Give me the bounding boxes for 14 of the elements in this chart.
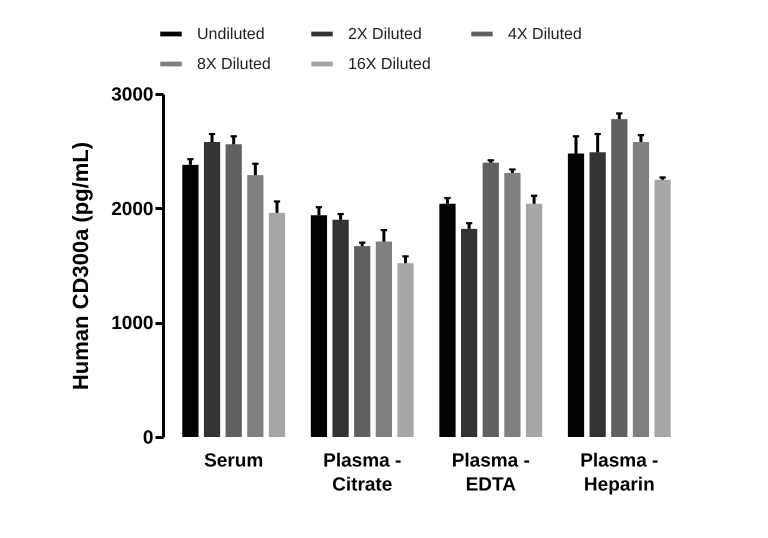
y-tick-label: 2000 <box>111 198 154 220</box>
x-tick-label: Plasma - Heparin <box>580 450 658 496</box>
x-tick-label: Serum <box>204 450 264 472</box>
x-tick-label: Plasma - EDTA <box>452 450 530 496</box>
legend-label: Undiluted <box>197 26 265 43</box>
legend-label: 8X Diluted <box>197 56 271 73</box>
y-axis-title: Human CD300a (pg/mL) <box>68 142 94 390</box>
y-tick-label: 3000 <box>111 84 154 106</box>
legend-label: 2X Diluted <box>348 26 422 43</box>
y-tick-label: 1000 <box>111 313 154 334</box>
y-tick-label: 0 <box>142 428 154 448</box>
x-tick-label: Plasma - Citrate <box>323 450 402 496</box>
legend-label: 4X Diluted <box>508 26 582 43</box>
legend-label: 16X Diluted <box>348 56 431 73</box>
